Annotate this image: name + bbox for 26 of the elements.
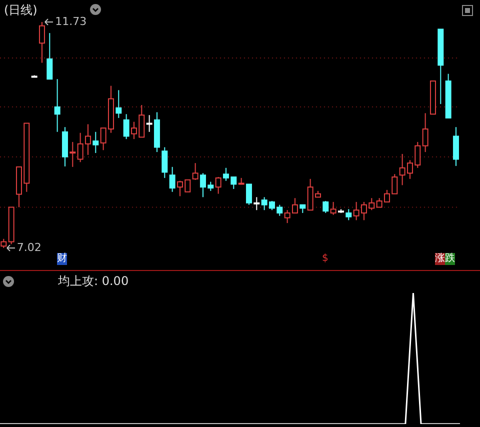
candlestick [123,114,130,140]
candlestick [452,126,459,166]
annotation: 11.73 [55,15,87,28]
candlestick [254,196,260,211]
candlestick [169,166,176,192]
annotation: 7.02 [16,241,42,254]
candlestick [215,176,222,194]
candlestick [92,131,99,154]
candlestick [54,78,60,132]
candlestick [192,162,198,180]
candlestick [346,208,352,221]
candlestick [146,114,152,132]
candlestick [116,90,122,118]
candlestick [70,141,76,168]
text: 财 [57,253,67,265]
candlestick [38,22,45,64]
candlestick [422,112,428,153]
candlestick [246,184,252,206]
chart-title: (日线) [4,2,38,19]
text: 涨跌 [435,253,455,265]
chart-title: 均上攻: 0.00 [58,273,129,290]
candlestick [330,201,336,216]
text: $ [322,253,328,265]
candlestick [162,146,168,178]
candlestick [46,32,53,80]
candlestick [322,200,329,214]
